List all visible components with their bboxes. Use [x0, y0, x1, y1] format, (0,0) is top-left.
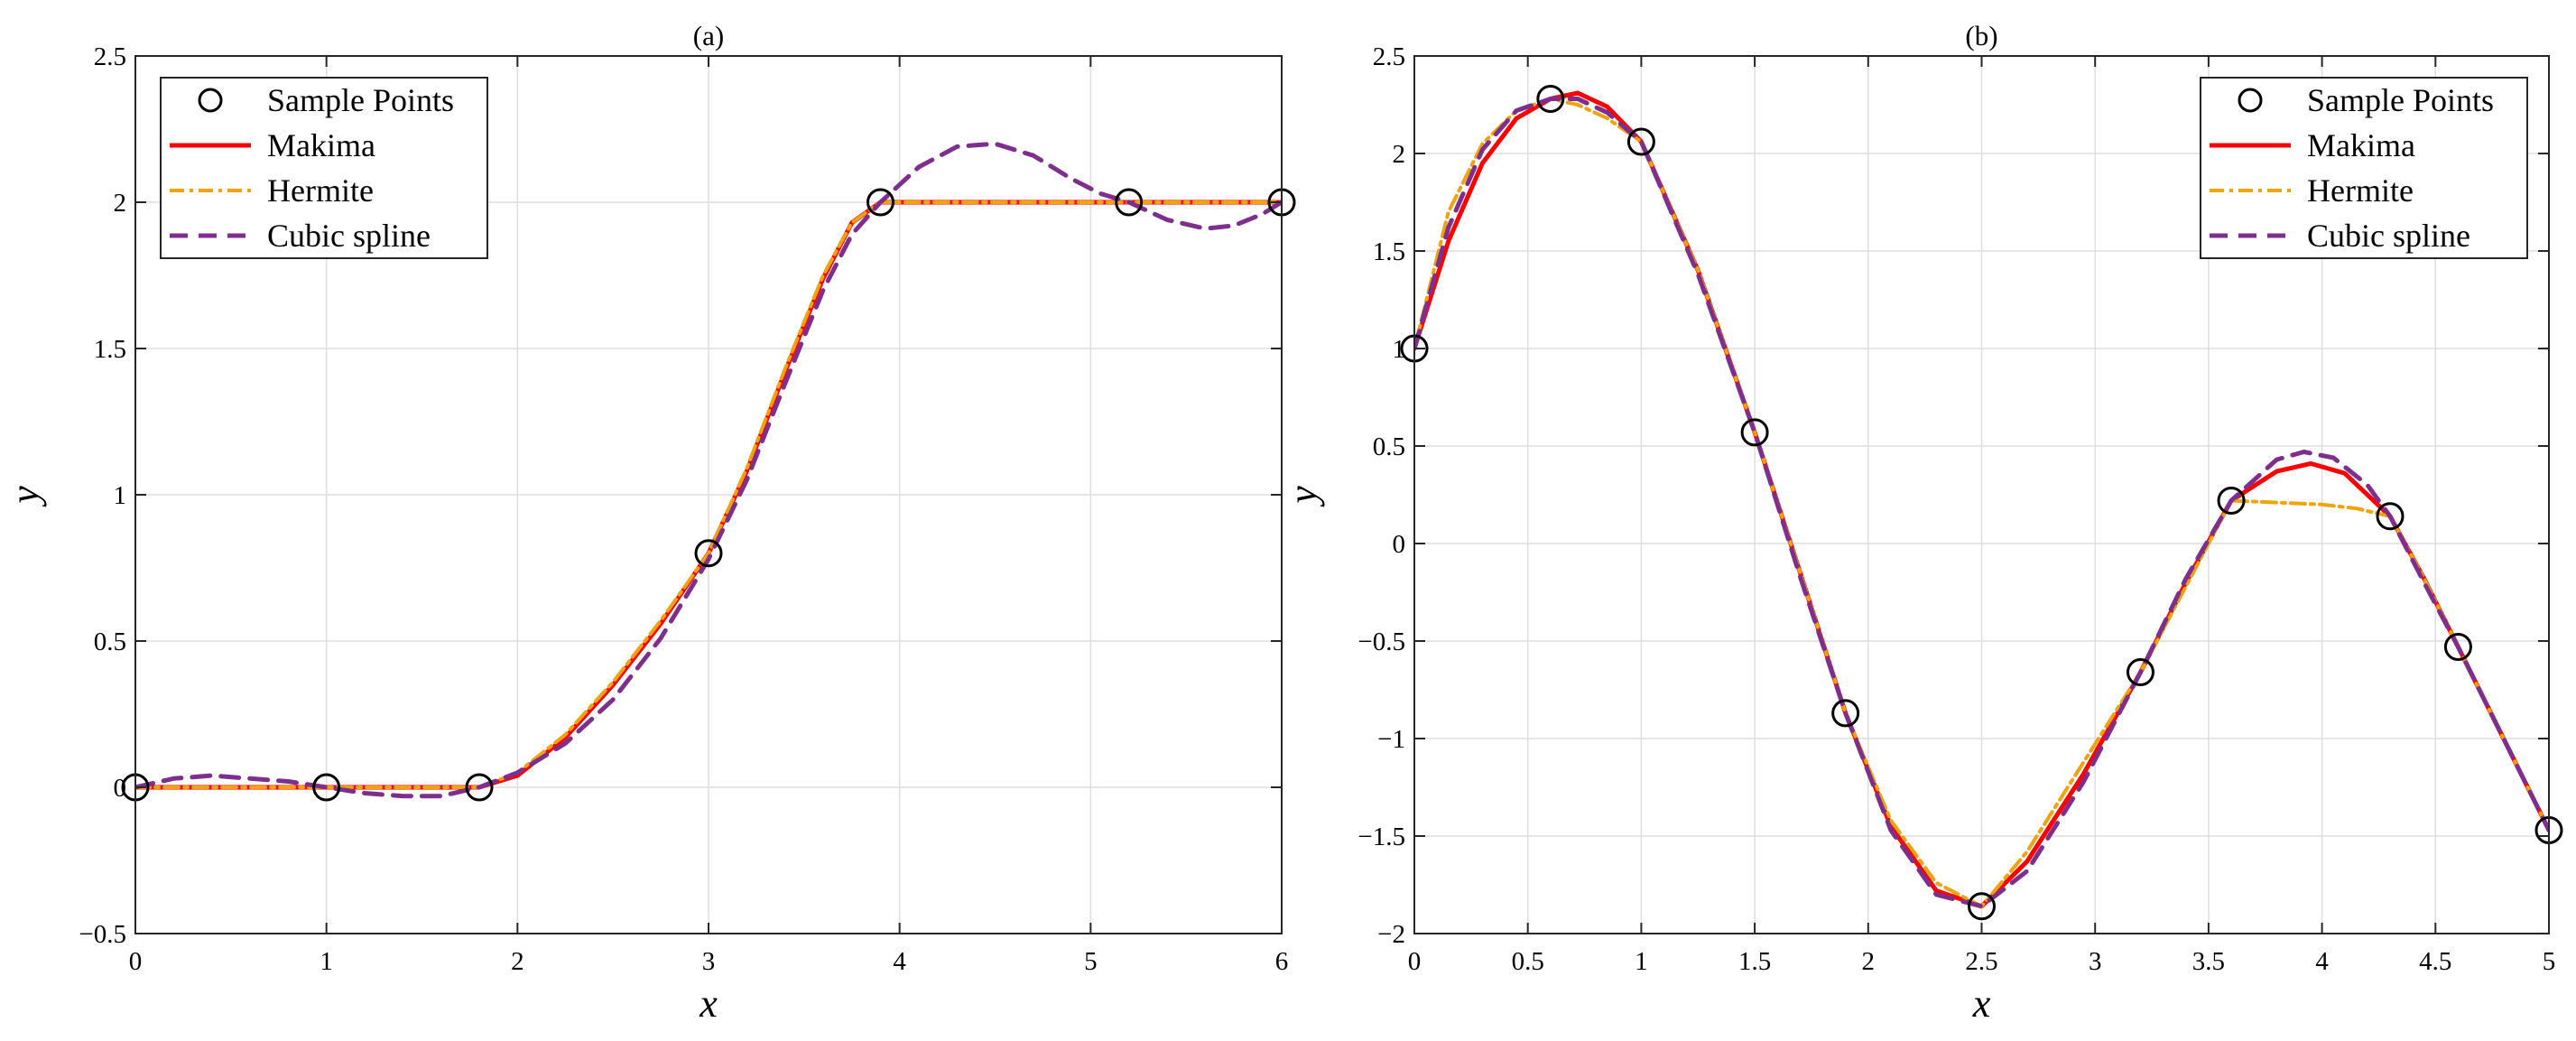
y-tick-label: 1.5 — [94, 335, 126, 364]
y-tick-label: 1.5 — [1373, 237, 1405, 266]
x-tick-label: 5 — [1084, 947, 1098, 976]
legend-sample-points-icon — [2238, 88, 2263, 113]
sample-point-marker — [312, 773, 341, 802]
x-tick-label: 2 — [1862, 947, 1876, 976]
series-group — [135, 141, 1282, 799]
x-tick-label: 4 — [893, 947, 906, 976]
legend-label: Sample Points — [2307, 82, 2494, 118]
y-tick-label: 1 — [114, 481, 127, 510]
chart-title: (a) — [693, 20, 724, 51]
legend-label: Cubic spline — [267, 218, 431, 254]
sample-point-marker — [1626, 127, 1655, 156]
x-tick-label: 2 — [511, 947, 524, 976]
sample-point-marker — [1831, 699, 1860, 728]
y-tick-label: 2 — [114, 189, 127, 218]
y-tick-label: 1 — [1393, 335, 1406, 364]
y-axis-label: y — [3, 486, 47, 507]
y-tick-label: 0 — [1393, 530, 1406, 559]
legend-label: Makima — [2307, 127, 2415, 163]
legend: Sample Points Makima Hermite Cubic spline — [2200, 77, 2528, 259]
sample-point-marker — [2443, 632, 2472, 661]
sample-point-marker — [465, 773, 494, 802]
y-tick-label: −0.5 — [1357, 627, 1405, 656]
chart-panel-b: 0 0.5 1 1.5 2 2.5 3 3.5 4 4.5 5 −2 −1.5 −1 −0.5 0 0.5 1 1.… — [1281, 20, 2563, 1026]
sample-point-marker — [2376, 502, 2405, 531]
y-tick-label: 0.5 — [94, 627, 126, 656]
cubic-spline-line — [135, 141, 1282, 799]
x-tick-label: 1 — [1635, 947, 1648, 976]
x-tick-label: 0.5 — [1512, 947, 1544, 976]
sample-point-marker — [2126, 658, 2154, 687]
x-tick-label: 2.5 — [1965, 947, 1997, 976]
x-tick-label: 4 — [2315, 947, 2329, 976]
y-tick-label: −1 — [1377, 725, 1405, 754]
x-tick-label: 1 — [320, 947, 333, 976]
x-tick-label: 3 — [702, 947, 716, 976]
legend-label: Sample Points — [267, 82, 454, 118]
legend-label: Cubic spline — [2307, 218, 2470, 254]
cubic-spline-line — [1414, 97, 2549, 909]
x-tick-label: 0 — [129, 947, 143, 976]
legend-box — [160, 77, 488, 259]
x-tick-label: 3.5 — [2192, 947, 2225, 976]
y-tick-label: 2.5 — [1373, 42, 1405, 71]
sample-point-marker — [1115, 188, 1144, 217]
legend-label: Hermite — [2307, 172, 2414, 209]
x-axis-label: x — [699, 981, 718, 1026]
sample-point-marker — [1968, 892, 1996, 921]
hermite-line — [135, 200, 1282, 789]
y-tick-label: 2 — [1393, 140, 1406, 169]
legend-label: Hermite — [267, 172, 374, 209]
chart-title: (b) — [1965, 20, 1997, 51]
x-tick-label: 0 — [1408, 947, 1422, 976]
legend-label: Makima — [267, 127, 375, 163]
x-tick-label: 4.5 — [2419, 947, 2451, 976]
x-tick-label: 6 — [1275, 947, 1289, 976]
sample-point-marker — [1536, 85, 1565, 114]
y-tick-label: 0.5 — [1373, 432, 1405, 461]
sample-point-marker — [866, 188, 894, 217]
y-tick-label: −0.5 — [79, 920, 126, 949]
y-tick-label: −1.5 — [1357, 823, 1405, 851]
sample-point-marker — [2217, 486, 2246, 515]
y-tick-label: 2.5 — [94, 42, 126, 71]
y-axis-label: y — [1281, 486, 1325, 507]
y-tick-label: −2 — [1377, 920, 1405, 949]
x-tick-label: 1.5 — [1738, 947, 1771, 976]
x-axis-label: x — [1972, 981, 1991, 1026]
x-tick-label: 3 — [2089, 947, 2102, 976]
hermite-line — [1414, 97, 2549, 908]
legend-box — [2200, 77, 2528, 259]
legend: Sample Points Makima Hermite Cubic spline — [160, 77, 488, 259]
legend-sample-points-icon — [198, 88, 223, 113]
x-tick-label: 5 — [2543, 947, 2556, 976]
y-tick-label: 0 — [114, 774, 127, 803]
sample-point-marker — [694, 539, 723, 568]
sample-point-marker — [1740, 418, 1769, 447]
